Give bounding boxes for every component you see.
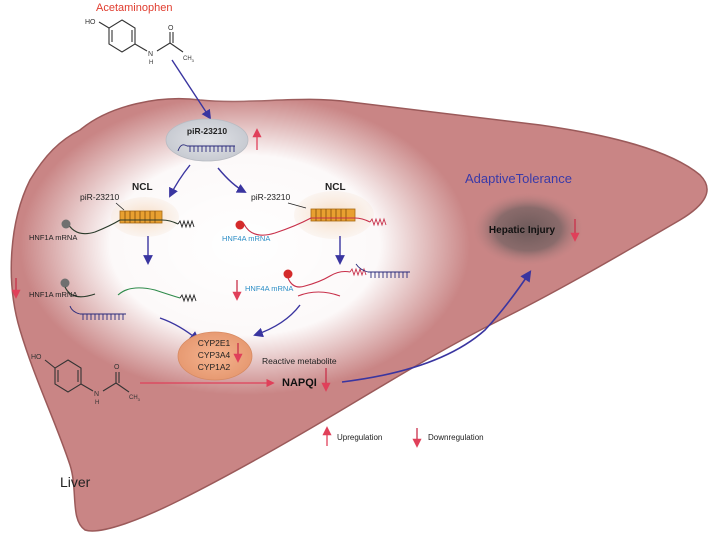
acetaminophen-structure-top xyxy=(98,19,184,53)
o-label-top: O xyxy=(168,25,174,32)
napqi-label: NAPQI xyxy=(282,377,317,389)
right-polya-tail xyxy=(369,217,387,227)
right-pir-leader xyxy=(287,202,307,209)
right-lower-hnf4a-label: HNF4A mRNA xyxy=(245,284,293,293)
central-glow xyxy=(20,95,470,395)
ch3-label-top: CH3 xyxy=(183,56,195,63)
cyp3a4-label: CYP3A4 xyxy=(198,350,231,360)
left-lower-hnf1a-label: HNF1A mRNA xyxy=(29,290,77,299)
left-polya-tail xyxy=(177,219,195,229)
arrow-pir-to-left-ncl xyxy=(169,164,191,198)
right-lower-hnf4a-strand xyxy=(287,270,351,288)
arrow-acet-to-pir xyxy=(171,59,212,120)
hepatic-injury-label: Hepatic Injury xyxy=(489,225,556,236)
left-hnf1a-label: HNF1A mRNA xyxy=(29,233,77,242)
right-hnf4a-label: HNF4A mRNA xyxy=(222,234,270,243)
legend-up-label: Upregulation xyxy=(337,433,382,442)
h-label-bottom: H xyxy=(95,400,99,406)
right-ncl-protein xyxy=(310,208,356,222)
left-ncl-protein xyxy=(119,210,163,224)
legend-down-label: Downregulation xyxy=(428,433,484,442)
pir-rna-strand xyxy=(177,144,235,152)
right-lower-red-strand xyxy=(297,291,341,297)
legend: Upregulation Downregulation xyxy=(322,426,484,448)
cyp-node xyxy=(177,331,253,381)
nh-label-top: N xyxy=(148,51,153,58)
ho-label-top: HO xyxy=(85,19,96,26)
arrow-pir-to-right-ncl xyxy=(217,167,247,193)
right-pir-label: piR-23210 xyxy=(251,192,290,202)
ho-label-bottom: HO xyxy=(31,354,42,361)
left-hnf1a-strand xyxy=(66,219,179,235)
adaptive-tolerance-label: AdaptiveTolerance xyxy=(465,171,572,186)
acetaminophen-title: Acetaminophen xyxy=(96,2,172,14)
left-pir-label: piR-23210 xyxy=(80,192,119,202)
arrow-napqi-to-injury xyxy=(341,270,532,383)
left-free-pir xyxy=(69,305,126,320)
pir-node-label: piR-23210 xyxy=(187,126,227,136)
left-lower-polya xyxy=(179,293,197,303)
nh-label-bottom: N xyxy=(94,391,99,398)
o-label-bottom: O xyxy=(114,364,120,371)
hepatic-injury-node xyxy=(473,193,583,265)
left-lower-cap xyxy=(60,278,70,288)
right-free-pir xyxy=(355,263,410,278)
right-ncl-label: NCL xyxy=(325,182,346,193)
arrow-right-to-cyp xyxy=(253,304,301,338)
ch3-label-bottom: CH3 xyxy=(129,395,141,402)
left-lower-hnf1a-strand xyxy=(64,286,96,298)
right-ncl-stripes xyxy=(315,209,347,221)
left-ncl-stripes xyxy=(124,211,156,223)
acetaminophen-structure-bottom xyxy=(44,359,130,393)
right-hnf4a-strand xyxy=(243,217,371,236)
right-hnf4a-cap xyxy=(235,220,245,230)
left-hnf1a-cap xyxy=(61,219,71,229)
cyp1a2-label: CYP1A2 xyxy=(198,362,231,372)
pir-node xyxy=(165,118,249,162)
liver-label: Liver xyxy=(60,474,91,490)
reactive-metabolite-label: Reactive metabolite xyxy=(262,356,337,366)
h-label-top: H xyxy=(149,60,153,66)
cyp2e1-label: CYP2E1 xyxy=(198,338,231,348)
left-green-strand xyxy=(117,287,181,299)
right-lower-polya xyxy=(349,267,367,277)
left-ncl-label: NCL xyxy=(132,182,153,193)
left-pir-leader xyxy=(115,202,125,211)
right-lower-cap xyxy=(283,269,293,279)
